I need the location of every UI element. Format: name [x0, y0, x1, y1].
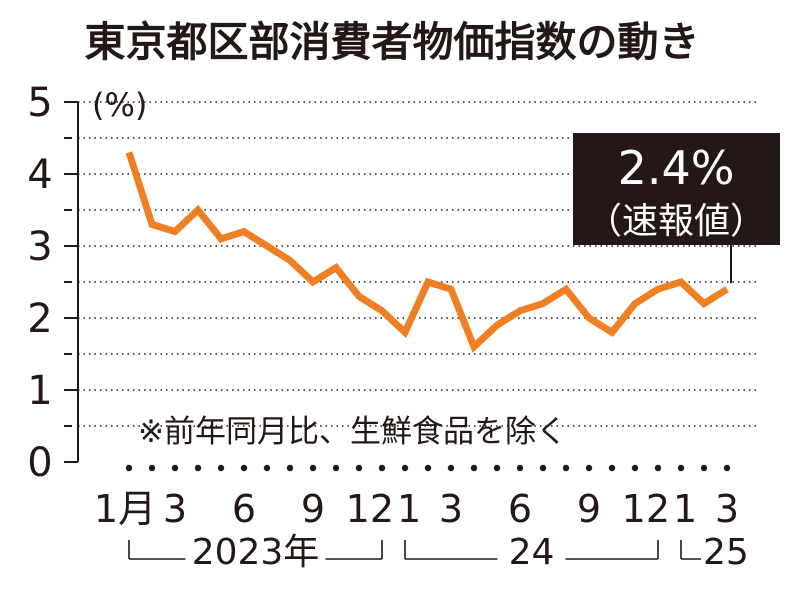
month-dot: [263, 464, 271, 472]
month-dot: [585, 464, 593, 472]
year-groups: 2023年 24 25: [128, 532, 749, 573]
callout-subtitle: （速報値）: [586, 201, 766, 242]
x-tick-label: 12: [346, 487, 394, 531]
series-layer: [125, 151, 729, 353]
month-dot: [562, 464, 570, 472]
month-dot: [424, 464, 432, 472]
month-dot: [700, 464, 708, 472]
month-dot: [125, 464, 133, 472]
month-dot: [309, 464, 317, 472]
month-dot: [470, 464, 478, 472]
y-tick-label: 2: [27, 296, 52, 342]
month-dot: [148, 464, 156, 472]
y-tick-label: 4: [27, 152, 52, 198]
callout-box: [573, 133, 780, 245]
x-tick-label: 9: [301, 487, 325, 531]
month-dot: [401, 464, 409, 472]
x-tick-label: 6: [232, 487, 256, 531]
month-dot: [355, 464, 363, 472]
y-unit-label: (%): [92, 86, 147, 124]
chart-note: ※前年同月比、生鮮食品を除く: [138, 414, 567, 450]
x-tick-label: 6: [508, 487, 532, 531]
y-tick-label: 5: [27, 80, 52, 126]
x-tick-label: 1: [397, 487, 421, 531]
month-dot: [677, 464, 685, 472]
callout-value: 2.4%: [618, 141, 735, 195]
month-dot: [516, 464, 524, 472]
month-dot: [723, 464, 731, 472]
month-dot: [240, 464, 248, 472]
y-tick-label: 0: [27, 440, 52, 486]
month-dot: [286, 464, 294, 472]
month-dot: [608, 464, 616, 472]
month-dot: [493, 464, 501, 472]
x-tick-label: 3: [163, 487, 187, 531]
month-dot: [378, 464, 386, 472]
month-dot: [539, 464, 547, 472]
x-month-dots: [125, 464, 731, 472]
month-dot: [447, 464, 455, 472]
month-dot: [217, 464, 225, 472]
month-dot: [332, 464, 340, 472]
x-tick-labels: 1月 3 6 9 12 1 3 6 9 12 1 3: [94, 487, 739, 531]
month-dot: [654, 464, 662, 472]
month-dot: [194, 464, 202, 472]
x-tick-label: 3: [439, 487, 463, 531]
chart-title: 東京都区部消費者物価指数の動き: [85, 18, 700, 66]
year-label: 24: [509, 532, 555, 573]
year-label: 25: [703, 532, 749, 573]
y-tick-label: 3: [27, 224, 52, 270]
y-tick-label: 1: [27, 368, 52, 414]
x-tick-label: 1月: [94, 487, 156, 531]
year-label: 2023年: [192, 532, 320, 573]
month-dot: [171, 464, 179, 472]
y-tick-labels: 0 1 2 3 4 5: [27, 80, 52, 486]
callout: 2.4% （速報値）: [573, 133, 780, 284]
gridlines: [78, 101, 760, 427]
y-axis: [64, 101, 79, 463]
month-dot: [631, 464, 639, 472]
x-tick-label: 12: [622, 487, 670, 531]
x-tick-label: 1: [673, 487, 697, 531]
x-tick-label: 3: [715, 487, 739, 531]
x-tick-label: 9: [577, 487, 601, 531]
